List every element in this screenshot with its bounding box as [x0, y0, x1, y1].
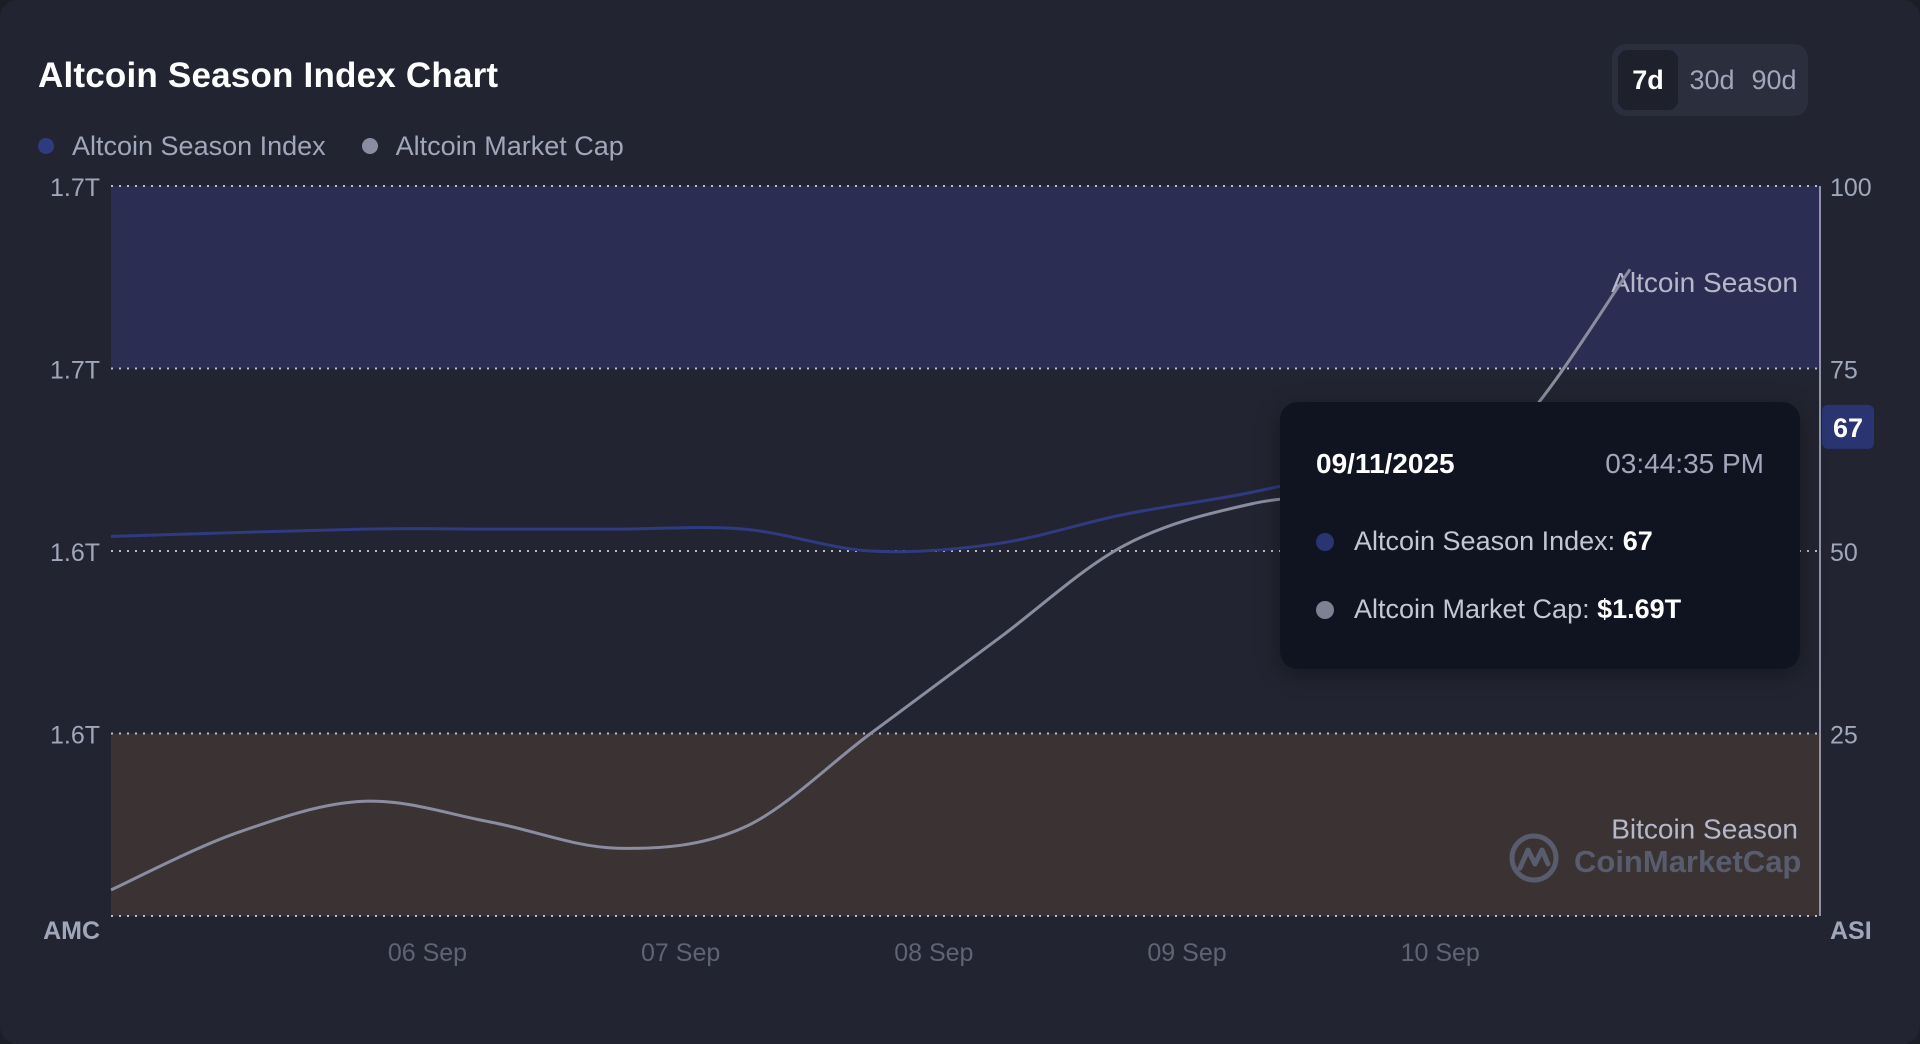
range-90d-button[interactable]: 90d	[1751, 65, 1797, 95]
left-tick-label-1: 1.7T	[50, 357, 100, 385]
tooltip-value-asi: 67	[1622, 526, 1653, 556]
axis-ticks: 100 75 50 25 1.7T 1.7T 1.6T 1.6T AMC ASI 06 Sep 07 …	[43, 174, 1872, 967]
tooltip-dot-asi	[1316, 532, 1334, 551]
legend-dot-asi	[38, 138, 54, 154]
legend-item-amc[interactable]: Altcoin Market Cap	[361, 130, 624, 162]
tooltip-date: 09/11/2025	[1316, 448, 1455, 479]
coinmarketcap-logo-mark	[1517, 847, 1551, 871]
range-7d-button[interactable]: 7d	[1618, 50, 1678, 110]
right-tick-label-2: 50	[1830, 539, 1858, 567]
x-tick-label-4: 10 Sep	[1401, 939, 1480, 967]
current-value-label: 67	[1833, 413, 1863, 443]
legend-item-asi[interactable]: Altcoin Season Index	[38, 131, 326, 162]
chart-tooltip: 09/11/2025 03:44:35 PM Altcoin Season In…	[1280, 402, 1800, 669]
bitcoin-season-label: Bitcoin Season	[1611, 814, 1798, 845]
left-axis-label: AMC	[43, 917, 100, 945]
tooltip-dot-amc	[1316, 600, 1334, 619]
x-tick-label-2: 08 Sep	[894, 939, 973, 967]
range-30d-button[interactable]: 30d	[1689, 65, 1735, 95]
x-tick-label-3: 09 Sep	[1147, 939, 1226, 967]
x-tick-label-1: 07 Sep	[641, 939, 720, 967]
legend-label-asi: Altcoin Season Index	[72, 130, 326, 161]
altcoin-season-label: Altcoin Season	[1611, 267, 1798, 298]
x-tick-label-0: 06 Sep	[388, 939, 467, 967]
current-value-badge	[1822, 404, 1874, 449]
watermark-text: CoinMarketCap	[1574, 844, 1801, 879]
left-tick-label-3: 1.6T	[50, 722, 100, 750]
legend-dot-amc	[361, 138, 378, 154]
coinmarketcap-logo-icon	[1509, 833, 1559, 883]
right-tick-label-0: 100	[1830, 174, 1872, 202]
watermark: CoinMarketCap	[1509, 833, 1801, 883]
bitcoin-season-zone	[111, 733, 1820, 916]
right-tick-label-1: 75	[1830, 357, 1858, 385]
left-tick-label-2: 1.6T	[50, 539, 100, 567]
left-tick-label-0: 1.7T	[50, 174, 100, 202]
tooltip-row-asi: Altcoin Season Index: 67	[1316, 526, 1653, 557]
tooltip-time: 03:44:35 PM	[1605, 448, 1764, 479]
legend-label-amc: Altcoin Market Cap	[395, 130, 624, 161]
chart-legend: Altcoin Season Index Altcoin Market Cap	[38, 126, 660, 166]
tooltip-value-amc: $1.69T	[1597, 594, 1682, 624]
tooltip-row-amc: Altcoin Market Cap: $1.69T	[1316, 594, 1681, 625]
tooltip-label-asi: Altcoin Season Index:	[1354, 526, 1616, 556]
right-axis-label: ASI	[1830, 917, 1872, 945]
chart-title: Altcoin Season Index Chart	[38, 56, 499, 95]
altcoin-season-zone	[111, 186, 1820, 369]
range-selector: 7d 30d 90d	[1612, 44, 1808, 116]
right-tick-label-3: 25	[1830, 722, 1858, 750]
tooltip-label-amc: Altcoin Market Cap:	[1354, 594, 1590, 624]
